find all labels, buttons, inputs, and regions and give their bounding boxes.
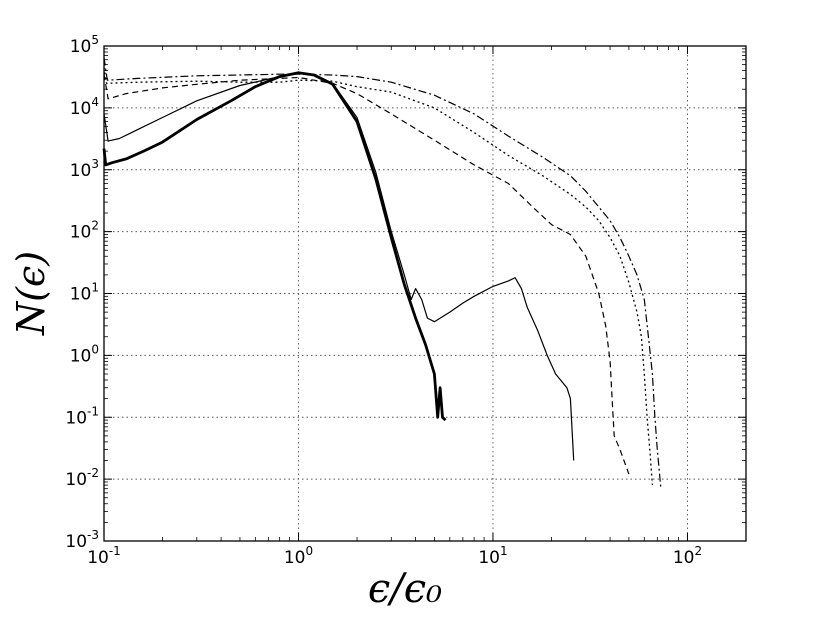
series-line-thick-solid (102, 71, 447, 422)
series-line-dashed (103, 74, 630, 475)
ticks (103, 45, 747, 542)
x-axis-label: ϵ/ϵ₀ (368, 566, 442, 612)
series-group (102, 57, 662, 489)
series-line-thin-solid (103, 72, 575, 461)
series-line-dotted (103, 67, 654, 486)
x-tick-label: 101 (478, 544, 507, 568)
y-axis-label: N(ϵ) (9, 251, 53, 336)
